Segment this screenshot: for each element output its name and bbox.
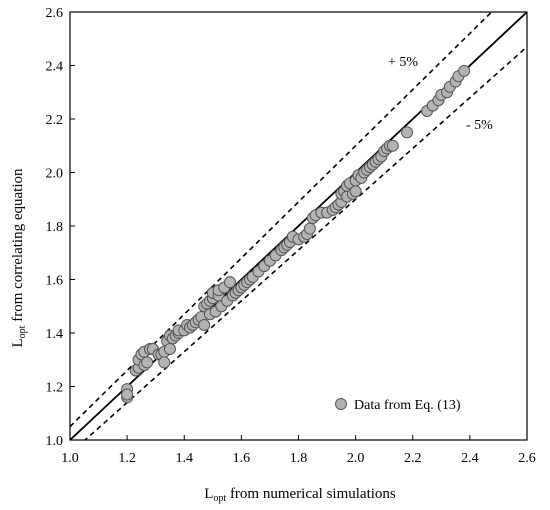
x-tick-label: 1.2 bbox=[118, 451, 136, 466]
data-point bbox=[223, 276, 236, 289]
y-axis-label: Lopt from correlating equation bbox=[10, 168, 28, 347]
data-point bbox=[121, 388, 134, 401]
x-tick-label: 1.0 bbox=[61, 451, 79, 466]
legend-marker-icon bbox=[335, 398, 347, 410]
y-tick-label: 1.6 bbox=[46, 274, 64, 289]
y-tick-label: 1.4 bbox=[46, 327, 64, 342]
y-tick-label: 1.8 bbox=[46, 220, 64, 235]
x-tick-label: 2.4 bbox=[461, 451, 479, 466]
x-tick-label: 1.4 bbox=[176, 451, 194, 466]
y-tick-label: 2.6 bbox=[46, 6, 64, 21]
legend: Data from Eq. (13) bbox=[335, 398, 461, 413]
x-tick-label: 1.8 bbox=[290, 451, 308, 466]
plot-area: 1.0 1.2 1.4 1.6 1.8 2.0 2.2 2.4 2.6 1.0 1.2 1.4 1.6 1… bbox=[46, 6, 536, 466]
x-tick-label: 2.2 bbox=[404, 451, 422, 466]
data-point bbox=[141, 356, 154, 369]
y-tick-label: 2.0 bbox=[46, 167, 64, 182]
data-point bbox=[303, 222, 316, 235]
data-point bbox=[401, 126, 414, 139]
data-point bbox=[349, 185, 362, 198]
x-tick-label: 1.6 bbox=[233, 451, 251, 466]
lower-bound-annotation: - 5% bbox=[466, 118, 493, 133]
data-point bbox=[198, 318, 211, 331]
data-point bbox=[386, 139, 399, 152]
tolerance-line bbox=[70, 12, 493, 428]
tolerance-line bbox=[83, 46, 527, 440]
legend-label: Data from Eq. (13) bbox=[354, 398, 461, 413]
x-tick-label: 2.0 bbox=[347, 451, 365, 466]
y-tick-label: 2.4 bbox=[46, 60, 64, 75]
x-axis-label: Lopt from numerical simulations bbox=[204, 486, 396, 504]
y-tick-label: 1.0 bbox=[46, 434, 64, 449]
x-tick-label: 2.6 bbox=[518, 451, 536, 466]
y-tick-label: 1.2 bbox=[46, 381, 64, 396]
data-point bbox=[458, 64, 471, 77]
y-tick-label: 2.2 bbox=[46, 113, 64, 128]
upper-bound-annotation: + 5% bbox=[388, 55, 418, 70]
data-point bbox=[163, 343, 176, 356]
data-point bbox=[158, 356, 171, 369]
